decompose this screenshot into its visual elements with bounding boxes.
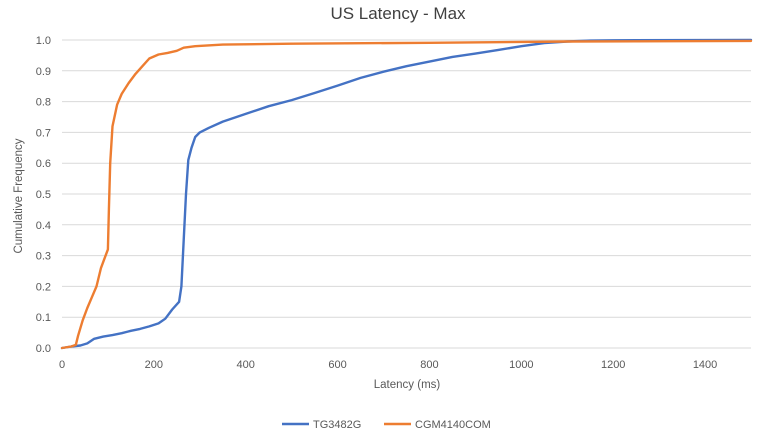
y-tick-labels: 0.0 0.1 0.2 0.3 0.4 0.5 0.6 0.7 0.8 0.9 1.0 (36, 35, 51, 355)
y-tick-label: 0.3 (36, 251, 51, 263)
y-tick-label: 0.9 (36, 66, 51, 78)
y-tick-label: 0.6 (36, 158, 51, 170)
x-tick-label: 600 (328, 359, 346, 371)
y-tick-label: 0.1 (36, 312, 51, 324)
y-tick-label: 0.7 (36, 127, 51, 139)
x-tick-label: 1200 (601, 359, 625, 371)
y-axis-label: Cumulative Frequency (13, 138, 25, 253)
legend-label: CGM4140COM (415, 419, 491, 431)
y-tick-label: 0.2 (36, 281, 51, 293)
x-axis-label: Latency (ms) (374, 379, 441, 391)
x-tick-label: 1400 (693, 359, 717, 371)
x-tick-label: 800 (420, 359, 438, 371)
x-tick-label: 1000 (509, 359, 533, 371)
y-tick-label: 0.0 (36, 343, 51, 355)
series-lines (60, 38, 753, 350)
y-tick-label: 1.0 (36, 35, 51, 47)
x-tick-label: 0 (59, 359, 65, 371)
series-line-tg3482g (60, 38, 753, 350)
x-tick-label: 200 (145, 359, 163, 371)
series-line-cgm4140com (60, 39, 753, 350)
gridlines (62, 39, 751, 349)
legend-label: TG3482G (313, 419, 361, 431)
chart-title: US Latency - Max (330, 4, 466, 23)
y-tick-label: 0.4 (36, 220, 51, 232)
x-tick-labels: 0 200 400 600 800 1000 1200 1400 (59, 359, 717, 371)
y-tick-label: 0.5 (36, 189, 51, 201)
x-tick-label: 400 (237, 359, 255, 371)
y-tick-label: 0.8 (36, 97, 51, 109)
legend: TG3482G CGM4140COM (282, 419, 491, 431)
